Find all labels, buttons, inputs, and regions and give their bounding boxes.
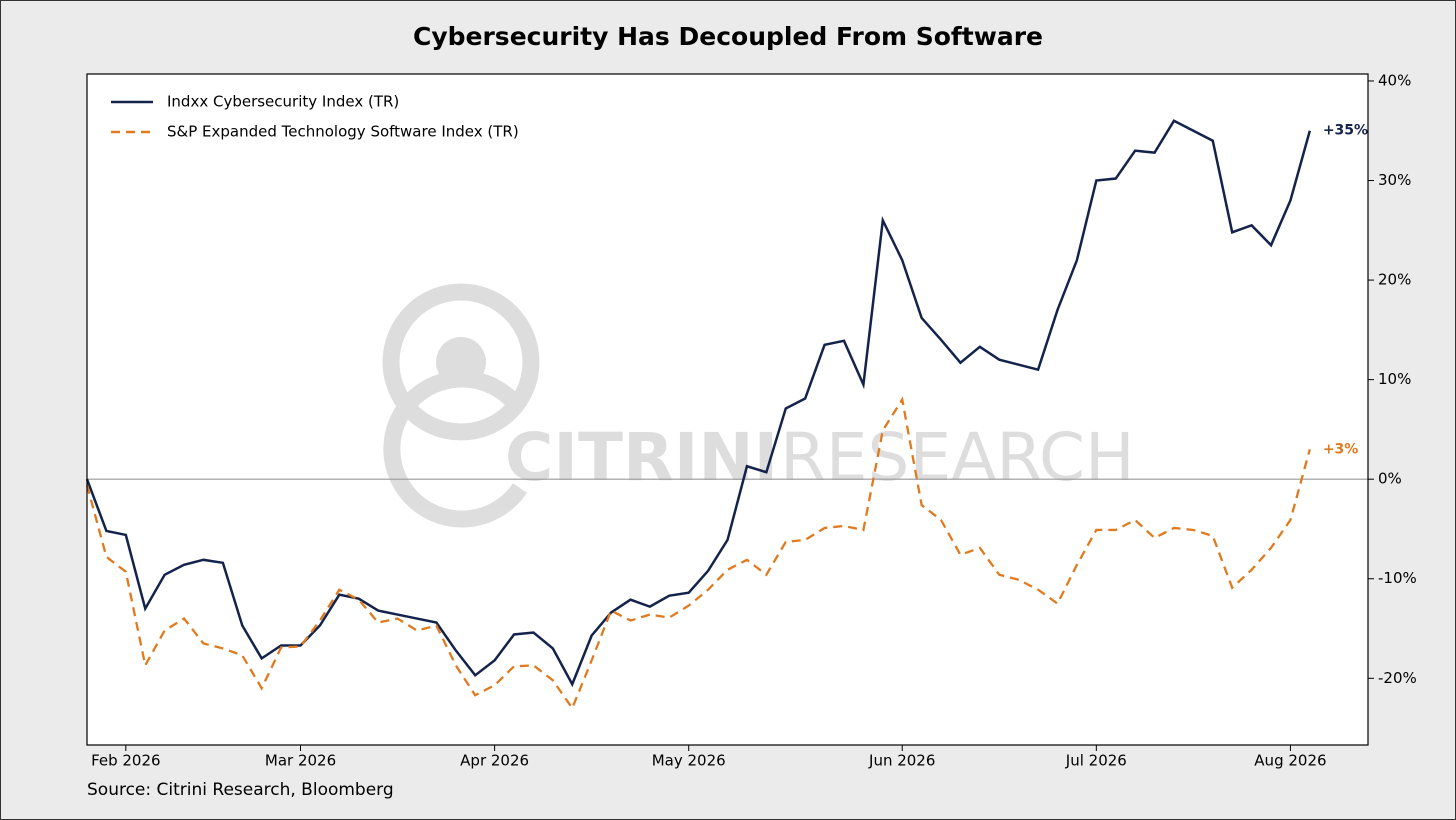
legend-label: Indxx Cybersecurity Index (TR)	[167, 93, 399, 111]
x-tick-label: Jun 2026	[868, 752, 935, 770]
watermark-arc	[383, 370, 528, 528]
end-label: +3%	[1323, 441, 1359, 457]
y-tick-label: -10%	[1378, 569, 1417, 587]
x-tick-label: Aug 2026	[1254, 752, 1326, 770]
chart-title: Cybersecurity Has Decoupled From Softwar…	[413, 22, 1043, 51]
series-line	[85, 396, 1311, 711]
y-tick-label: 10%	[1378, 370, 1411, 388]
x-tick-label: Feb 2026	[91, 752, 161, 770]
watermark-text: RESEARCH	[780, 419, 1135, 496]
watermark-head	[436, 337, 486, 387]
y-tick-label: 40%	[1378, 71, 1411, 89]
watermark-ring	[382, 283, 540, 441]
plot-area	[87, 74, 1368, 745]
x-tick-label: Mar 2026	[265, 752, 336, 770]
source: Source: Citrini Research, Bloomberg	[87, 780, 394, 800]
series-line	[85, 119, 1312, 688]
watermark: CITRINI RESEARCH	[382, 283, 1135, 528]
y-tick-label: 0%	[1378, 470, 1402, 488]
x-tick-label: Jul 2026	[1065, 752, 1127, 770]
watermark-text: CITRINI	[505, 419, 778, 496]
y-tick-label: 20%	[1378, 271, 1411, 289]
legend-label: S&P Expanded Technology Software Index (…	[167, 123, 519, 141]
y-tick-label: -20%	[1378, 669, 1417, 687]
x-tick-label: Apr 2026	[460, 752, 529, 770]
end-label: +35%	[1323, 123, 1368, 139]
x-tick-label: May 2026	[652, 752, 726, 770]
y-tick-label: 30%	[1378, 171, 1411, 189]
plot-border	[86, 73, 1369, 746]
